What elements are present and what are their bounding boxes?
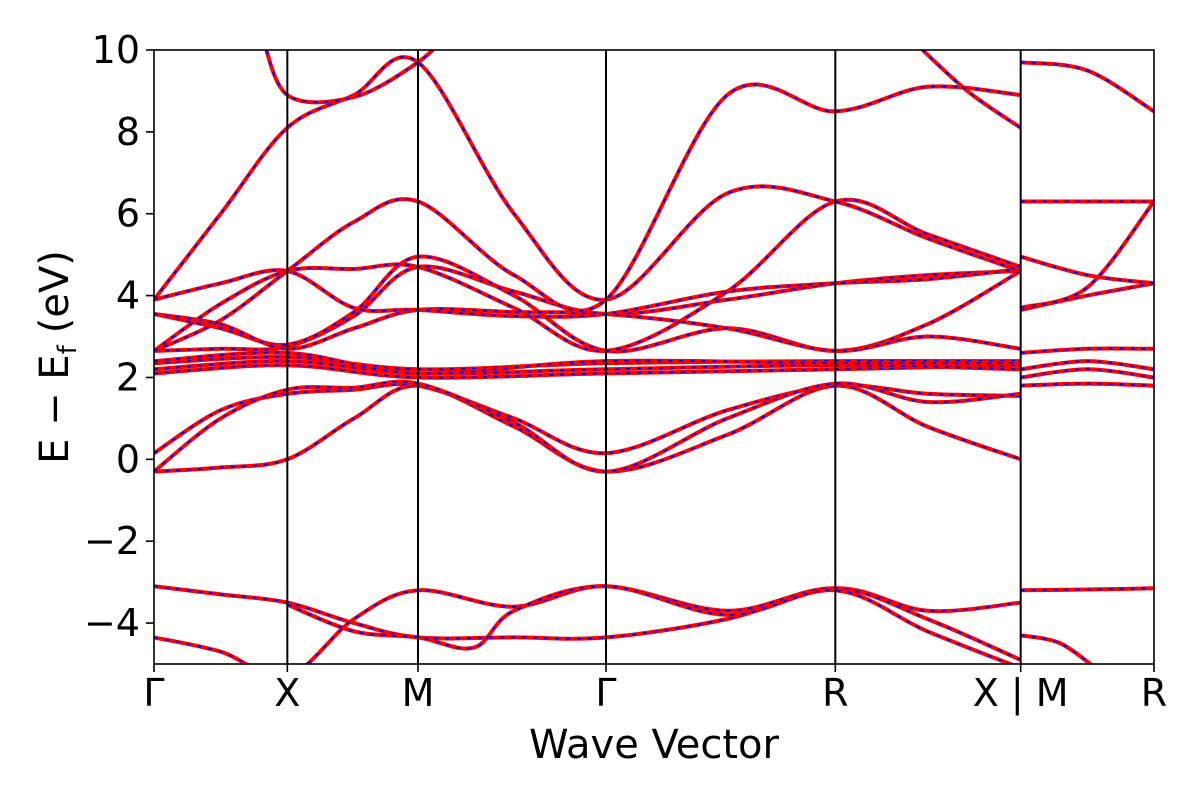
band-line-0-solid bbox=[154, 384, 1022, 473]
band-line-27-solid bbox=[1020, 200, 1154, 309]
band-line-8-solid bbox=[154, 255, 1022, 353]
y-tick-label: 0 bbox=[116, 437, 140, 481]
band-line-23-solid bbox=[1020, 360, 1154, 371]
band-line-14-dashed bbox=[264, 50, 436, 105]
band-line-26-solid bbox=[1020, 255, 1154, 285]
x-axis-label: Wave Vector bbox=[529, 722, 780, 768]
band-line-20-solid bbox=[1020, 634, 1092, 664]
band-line-18-dashed bbox=[286, 584, 1016, 664]
x-tick-label: R bbox=[822, 671, 848, 715]
band-line-13-solid bbox=[154, 83, 1021, 352]
band-line-15-solid bbox=[921, 50, 1022, 129]
y-axis-label-unit: (eV) bbox=[32, 250, 78, 333]
band-line-22-solid bbox=[1020, 368, 1154, 379]
band-line-2-solid bbox=[154, 380, 1021, 473]
y-tick-label: 2 bbox=[116, 355, 140, 399]
band-line-10-solid bbox=[154, 268, 1021, 318]
bands-group bbox=[154, 50, 1154, 664]
x-tick-label: X bbox=[274, 671, 300, 715]
high-symmetry-lines bbox=[286, 50, 1022, 664]
plot-frame bbox=[153, 49, 1155, 665]
band-line-29-solid bbox=[1020, 61, 1154, 113]
band-line-20-dashed bbox=[1020, 633, 1094, 664]
y-axis-label-main: E − E bbox=[32, 354, 78, 464]
x-axis-ticks: Γ X M Γ R X | M R bbox=[143, 664, 1167, 716]
y-tick-label: −4 bbox=[84, 601, 140, 645]
band-line-27-dashed bbox=[1020, 200, 1154, 310]
band-line-21-solid bbox=[1020, 382, 1154, 387]
y-tick-label: 4 bbox=[116, 274, 140, 318]
y-axis-label: E − Ef (eV) bbox=[32, 250, 83, 464]
band-line-25-solid bbox=[1020, 282, 1154, 311]
band-line-19-solid bbox=[1020, 587, 1154, 592]
y-axis-label-sub: f bbox=[53, 344, 83, 354]
x-tick-label: M bbox=[402, 671, 435, 715]
x-tick-label: Γ bbox=[143, 671, 164, 715]
band-line-16-solid bbox=[154, 585, 1021, 640]
y-tick-label: 8 bbox=[116, 110, 140, 154]
band-line-13-dashed bbox=[154, 82, 1021, 353]
band-line-9-solid bbox=[154, 308, 1021, 352]
y-axis-ticks: −4 −2 0 2 4 6 8 10 bbox=[84, 28, 154, 645]
band-line-11-dashed bbox=[154, 197, 1022, 353]
band-line-12-solid bbox=[154, 56, 1022, 301]
x-tick-label: Γ bbox=[595, 671, 616, 715]
x-tick-label: R bbox=[1141, 671, 1167, 715]
band-line-26-dashed bbox=[1020, 254, 1154, 286]
band-line-0-dashed bbox=[154, 383, 1022, 474]
y-tick-label: 10 bbox=[92, 28, 140, 72]
y-tick-label: −2 bbox=[84, 519, 140, 563]
band-line-22-dashed bbox=[1020, 367, 1154, 380]
x-tick-label: X | M bbox=[973, 671, 1069, 716]
y-tick-label: 6 bbox=[116, 192, 140, 236]
band-line-24-solid bbox=[1020, 347, 1154, 354]
